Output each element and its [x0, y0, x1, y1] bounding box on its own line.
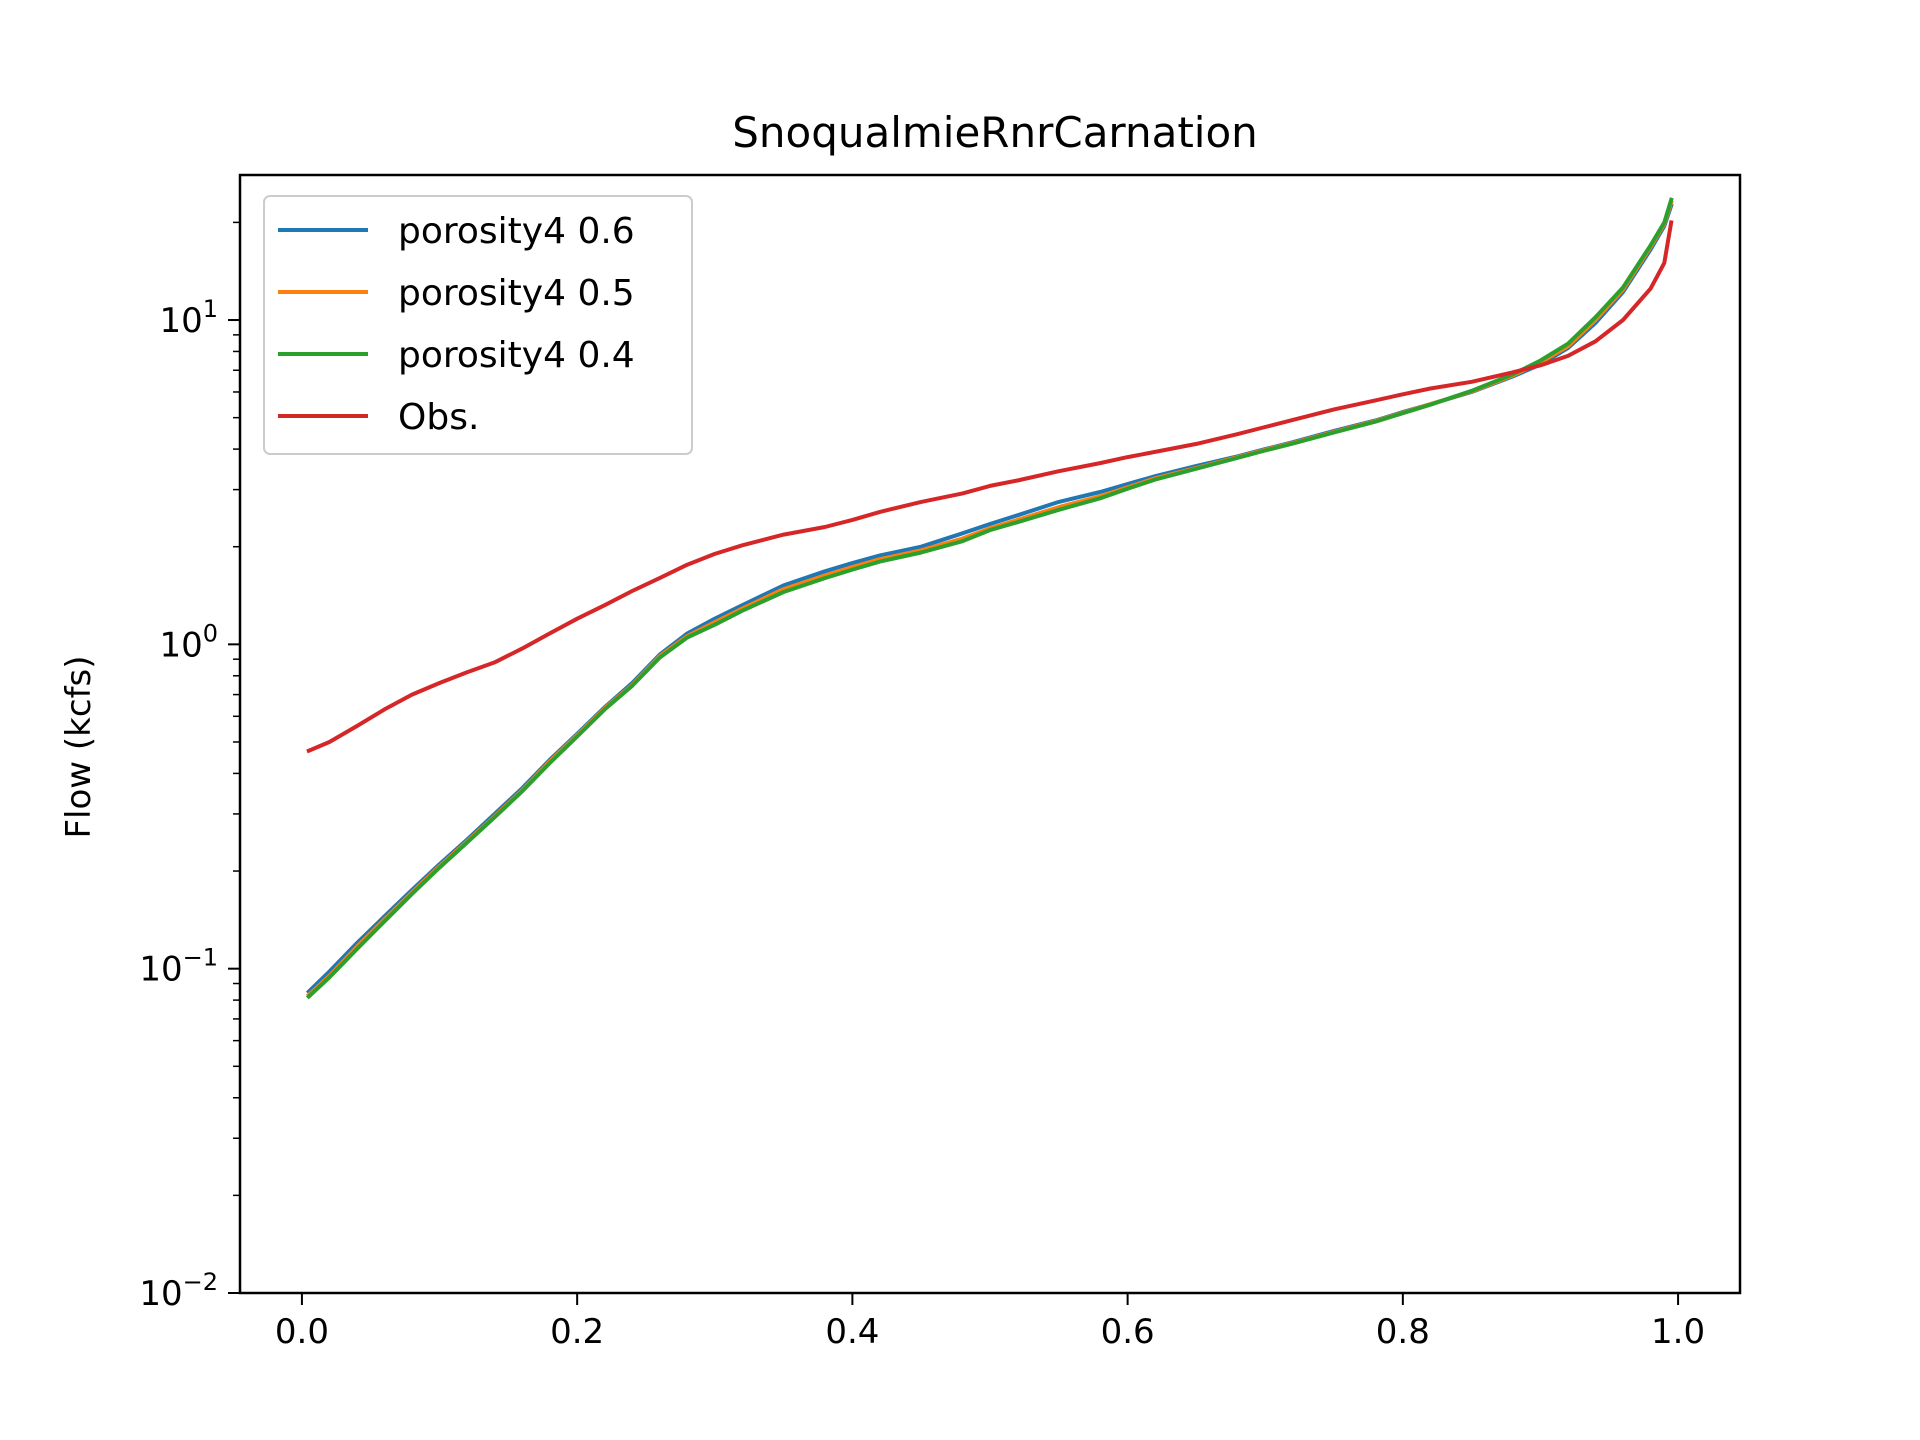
y-tick-label: 101 — [159, 295, 218, 341]
x-tick-label: 0.2 — [550, 1312, 604, 1352]
x-tick-label: 1.0 — [1651, 1312, 1705, 1352]
y-tick-label: 100 — [159, 619, 218, 665]
series-layer — [305, 197, 1674, 1000]
series-line-2 — [305, 197, 1674, 1000]
legend-label-1: porosity4 0.5 — [398, 273, 635, 314]
legend: porosity4 0.6 porosity4 0.5 porosity4 0.4 O… — [263, 195, 693, 455]
legend-label-3: Obs. — [398, 397, 479, 438]
legend-label-2: porosity4 0.4 — [398, 335, 635, 376]
y-axis: 10−2 10−1 100 101 — [139, 221, 240, 1314]
x-axis: 0.0 0.2 0.4 0.6 0.8 1.0 — [275, 1293, 1705, 1352]
legend-box — [263, 195, 693, 455]
plot-area-frame — [238, 173, 1742, 1295]
x-tick-label: 0.4 — [825, 1312, 879, 1352]
x-tick-label: 0.6 — [1101, 1312, 1155, 1352]
legend-label-0: porosity4 0.6 — [398, 211, 635, 252]
x-tick-label: 0.0 — [275, 1312, 329, 1352]
y-axis-title: Flow (kcfs) — [59, 655, 99, 838]
series-line-3 — [306, 220, 1674, 754]
y-tick-label: 10−1 — [139, 944, 218, 990]
x-tick-label: 0.8 — [1376, 1312, 1430, 1352]
y-tick-label: 10−2 — [139, 1268, 218, 1314]
chart-title: SnoqualmieRnrCarnation — [732, 108, 1258, 157]
